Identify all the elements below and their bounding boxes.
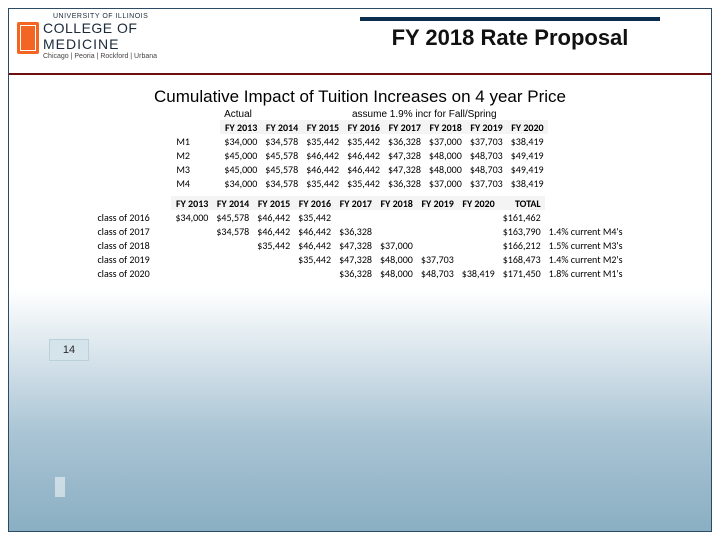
col-header: FY 2018 [425,120,466,134]
logo-line2: MEDICINE [43,36,157,52]
col-header: FY 2019 [417,196,458,210]
col-header: FY 2019 [466,120,507,134]
caption-actual: Actual [128,109,348,120]
table-row: M2$45,000$45,578$46,442$46,442$47,328$48… [172,148,547,162]
header-rule [9,73,711,75]
header: UNIVERSITY OF ILLINOIS COLLEGE OF MEDICI… [9,9,711,69]
col-header: FY 2017 [335,196,376,210]
col-header: FY 2018 [376,196,417,210]
table-row: M3$45,000$45,578$46,442$46,442$47,328$48… [172,162,547,176]
col-header: FY 2020 [458,196,499,210]
table-row: M1$34,000$34,578$35,442$35,442$36,328$37… [172,134,547,148]
table-row: class of 2018$35,442$46,442$47,328$37,00… [93,238,626,252]
col-header: FY 2014 [212,196,253,210]
col-header: FY 2014 [261,120,302,134]
table-row: M4$34,000$34,578$35,442$35,442$36,328$37… [172,176,547,190]
table-row: class of 2016$34,000$45,578$46,442$35,44… [93,210,626,224]
logo-university: UNIVERSITY OF ILLINOIS [53,13,301,20]
col-header: FY 2020 [507,120,548,134]
col-header: FY 2015 [253,196,294,210]
page-title: FY 2018 Rate Proposal [360,25,660,51]
col-header: FY 2013 [220,120,261,134]
col-header: FY 2013 [171,196,212,210]
col-header: FY 2015 [302,120,343,134]
table-captions: Actual assume 1.9% incr for Fall/Spring [80,109,640,120]
col-header: FY 2016 [343,120,384,134]
col-header: FY 2017 [384,120,425,134]
table-row: class of 2019$35,442$47,328$48,000$37,70… [93,252,626,266]
tables-container: Actual assume 1.9% incr for Fall/Spring … [9,109,711,280]
logo-i-icon [17,22,39,54]
subtitle: Cumulative Impact of Tuition Increases o… [9,87,711,107]
slide-frame: UNIVERSITY OF ILLINOIS COLLEGE OF MEDICI… [8,8,712,532]
page-number: 14 [49,339,89,361]
col-header: FY 2016 [294,196,335,210]
logo: UNIVERSITY OF ILLINOIS COLLEGE OF MEDICI… [9,9,309,60]
logo-line1: COLLEGE OF [43,20,157,36]
table-row: class of 2017$34,578$46,442$46,442$36,32… [93,224,626,238]
tuition-by-class: FY 2013FY 2014FY 2015FY 2016FY 2017FY 20… [93,196,626,280]
col-header-total: TOTAL [499,196,545,210]
tuition-by-year-m-level: FY 2013FY 2014FY 2015FY 2016FY 2017FY 20… [172,120,547,190]
footer-mark [55,477,65,497]
table-row: class of 2020$36,328$48,000$48,703$38,41… [93,266,626,280]
logo-campuses: Chicago | Peoria | Rockford | Urbana [43,53,157,60]
title-block: FY 2018 Rate Proposal [360,17,660,51]
caption-assume: assume 1.9% incr for Fall/Spring [348,109,640,120]
background-gradient [9,289,711,531]
